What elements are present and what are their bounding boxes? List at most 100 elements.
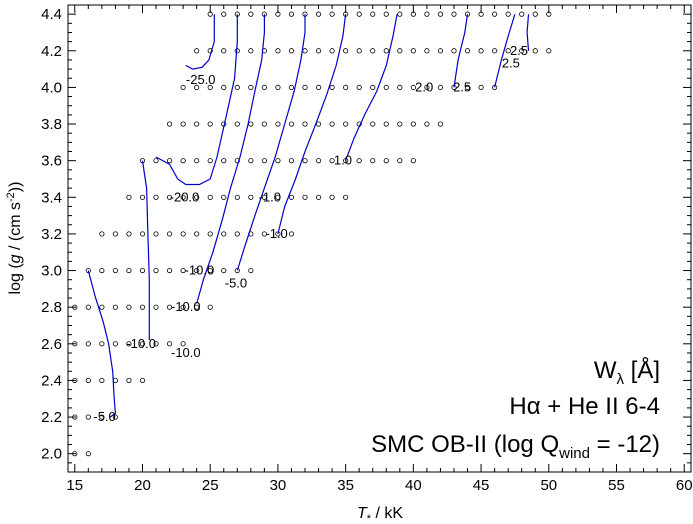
grid-model-point	[397, 11, 403, 17]
grid-model-point	[234, 231, 240, 237]
grid-model-point	[112, 414, 119, 420]
grid-model-point	[424, 121, 430, 127]
grid-model-point	[356, 84, 362, 91]
grid-model-point	[424, 84, 430, 91]
grid-model-point	[424, 48, 430, 54]
grid-model-point	[194, 121, 200, 127]
grid-model-point	[221, 194, 227, 200]
contour-label: 2.5	[502, 56, 520, 71]
x-tick-label: 30	[270, 477, 287, 494]
grid-model-point	[329, 48, 335, 54]
grid-model-point	[207, 267, 213, 274]
grid-model-point	[248, 267, 254, 274]
grid-model-point	[153, 194, 159, 200]
grid-model-point	[166, 267, 173, 274]
grid-model-point	[207, 304, 213, 310]
contour-label: -10.0	[171, 299, 201, 314]
grid-model-point	[424, 11, 430, 17]
grid-model-point	[139, 341, 146, 347]
y-tick-label: 3.6	[41, 153, 62, 170]
y-tick-label: 3.2	[41, 226, 62, 243]
grid-model-point	[85, 304, 91, 310]
grid-model-point	[288, 11, 295, 17]
y-tick-label: 2.8	[41, 299, 62, 316]
contour-labels: -5.0 -10.0 -10.0 -10.0 -10.0 -5.0 -20.0 -25.0 -1…	[93, 43, 528, 424]
contour-label: 1.0	[334, 153, 352, 168]
grid-model-point	[519, 48, 525, 54]
grid-model-point	[302, 48, 308, 54]
contour-label: -10.0	[185, 263, 215, 278]
grid-model-point	[126, 377, 132, 384]
grid-model-point	[410, 158, 416, 164]
grid-model-point	[397, 84, 403, 91]
grid-model-point	[99, 377, 105, 384]
grid-model-point	[72, 377, 78, 384]
grid-model-point	[505, 48, 511, 54]
grid-model-point	[275, 11, 281, 17]
contour-lines	[87, 14, 530, 418]
grid-model-point	[248, 11, 254, 17]
contour-label: 2.5	[453, 79, 471, 94]
grid-model-point	[234, 84, 240, 91]
grid-model-point	[221, 48, 227, 54]
legend-line-3: SMC OB-II (log Qwind = -12)	[371, 431, 660, 462]
grid-model-point	[85, 451, 91, 457]
contour-line	[236, 14, 306, 271]
y-tick-label: 2.2	[41, 409, 62, 426]
grid-model-point	[180, 304, 186, 310]
grid-model-point	[464, 84, 471, 91]
x-tick-label: 60	[676, 477, 693, 494]
y-tick-label: 4.4	[41, 6, 62, 23]
grid-model-point	[383, 84, 389, 91]
grid-model-point	[329, 84, 335, 91]
grid-model-point	[492, 48, 498, 54]
grid-model-point	[410, 48, 416, 54]
grid-model-point	[370, 48, 376, 54]
grid-model-point	[451, 48, 457, 54]
grid-model-point	[72, 451, 78, 457]
contour-label: -1.0	[265, 226, 287, 241]
grid-model-point	[275, 121, 281, 127]
grid-model-point	[370, 158, 376, 164]
contour-line	[87, 270, 117, 418]
y-tick-label: 4.2	[41, 43, 62, 60]
grid-model-point	[505, 11, 511, 17]
grid-model-point	[451, 11, 457, 17]
legend: Wλ [Å] Hα + He II 6-4 SMC OB-II (log Qwi…	[371, 356, 660, 462]
grid-model-point	[532, 48, 538, 54]
grid-model-point	[99, 341, 105, 347]
grid-model-point	[153, 231, 159, 237]
grid-model-point	[139, 267, 146, 274]
grid-model-point	[194, 194, 200, 200]
grid-model-point	[410, 121, 416, 127]
y-tick-label: 3.0	[41, 263, 62, 280]
grid-model-point	[194, 231, 200, 237]
grid-model-point	[99, 414, 105, 420]
grid-model-point	[343, 194, 349, 200]
contour-line	[185, 14, 215, 70]
grid-model-point	[153, 158, 159, 164]
grid-model-point	[315, 158, 322, 164]
grid-model-point	[356, 48, 362, 54]
grid-model-point	[410, 11, 416, 17]
grid-model-point	[261, 158, 267, 164]
grid-model-point	[207, 158, 213, 164]
grid-model-point	[288, 48, 295, 54]
grid-model-point	[166, 304, 173, 310]
grid-model-point	[397, 48, 403, 54]
grid-model-point	[99, 231, 105, 237]
grid-model-point	[85, 341, 91, 347]
grid-model-point	[139, 304, 146, 310]
grid-model-point	[194, 48, 200, 54]
y-axis-title: log (g / (cm s-2))	[5, 182, 24, 295]
grid-model-point	[99, 267, 105, 274]
contour-label: -20.0	[170, 189, 200, 204]
x-tick-label: 15	[66, 477, 83, 494]
grid-model-point	[329, 158, 335, 164]
grid-model-point	[99, 304, 105, 310]
grid-model-point	[261, 231, 267, 237]
grid-model-point	[329, 194, 335, 200]
grid-model-point	[126, 194, 132, 200]
grid-model-point	[194, 158, 200, 164]
